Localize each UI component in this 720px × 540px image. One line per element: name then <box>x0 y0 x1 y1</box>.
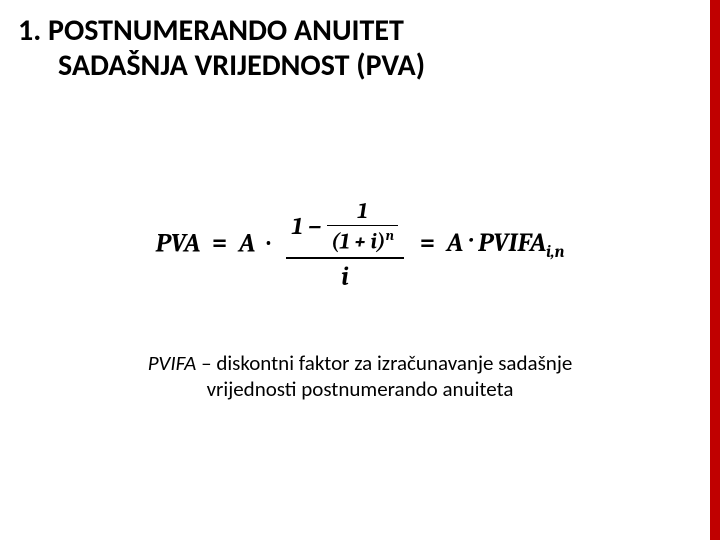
formula-lhs: PVA <box>156 228 201 258</box>
inner-numerator: 1 <box>327 198 398 224</box>
inner-fraction: 1 (1 + i)n <box>327 198 398 254</box>
title-line-1: 1. POSTNUMERANDO ANUITET <box>18 14 658 49</box>
main-numerator: 1 − 1 (1 + i)n <box>286 196 404 256</box>
equals-sign-2: = <box>414 228 441 258</box>
main-denominator: i <box>286 260 404 294</box>
rhs-subscript: i,n <box>546 244 564 263</box>
caption-text: PVIFA – diskontni faktor za izračunavanj… <box>148 350 573 403</box>
rhs-prefix: A · PVIFA <box>447 228 546 258</box>
pva-formula: PVA = A · 1 − 1 (1 + i)n i = <box>156 196 565 294</box>
dot-1: · <box>261 228 277 258</box>
inner-exp: n <box>386 227 394 244</box>
factor-a-1: A <box>239 228 255 258</box>
inner-denominator: (1 + i)n <box>327 227 398 254</box>
one-minus: 1 − <box>292 212 321 240</box>
equals-sign: = <box>206 228 233 258</box>
title-line-2: SADAŠNJA VRIJEDNOST (PVA) <box>18 49 658 84</box>
caption-line-2: vrijednosti postnumerando anuiteta <box>207 376 514 402</box>
caption-term: PVIFA <box>148 350 197 376</box>
caption-dash: – <box>196 350 216 376</box>
caption-line-1: diskontni faktor za izračunavanje sadašn… <box>216 350 572 376</box>
slide: 1. POSTNUMERANDO ANUITET SADAŠNJA VRIJED… <box>0 0 720 540</box>
main-fraction: 1 − 1 (1 + i)n i <box>286 196 404 294</box>
slide-title: 1. POSTNUMERANDO ANUITET SADAŠNJA VRIJED… <box>18 14 658 83</box>
formula-container: PVA = A · 1 − 1 (1 + i)n i = <box>0 196 720 294</box>
caption-block: PVIFA – diskontni faktor za izračunavanj… <box>0 350 720 403</box>
rhs-term: A · PVIFAi,n <box>447 228 565 258</box>
inner-base: (1 + i) <box>331 228 385 254</box>
